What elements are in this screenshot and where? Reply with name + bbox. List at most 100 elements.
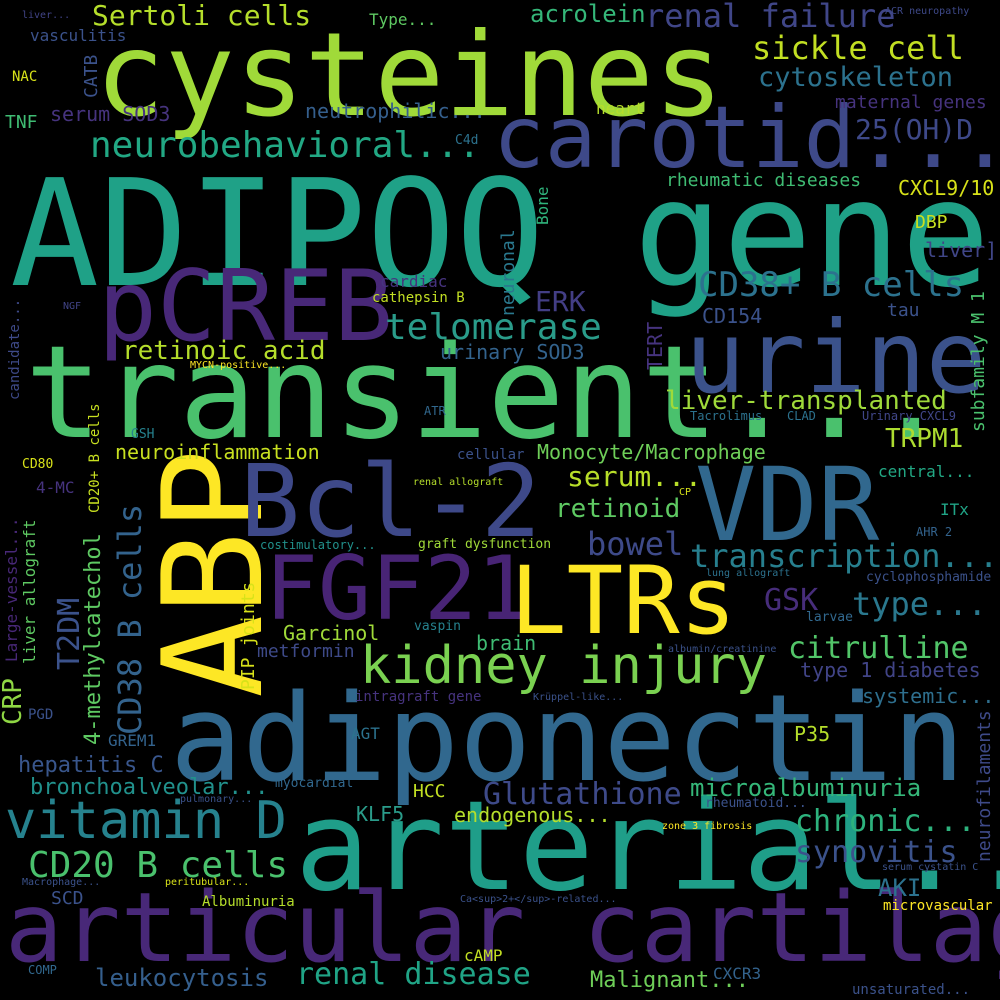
word-neurobehavioral: neurobehavioral...	[90, 125, 481, 166]
word-renal-disease: renal disease	[296, 957, 531, 992]
word-gsk: GSK	[764, 583, 819, 618]
word-costimulatory: costimulatory...	[260, 538, 376, 552]
word-cd20plus-b-cells: CD20+ B cells	[87, 403, 103, 513]
word-hcc: HCC	[413, 781, 446, 802]
word-neurofilaments: neurofilaments	[974, 710, 995, 862]
word-vdr: VDR	[695, 446, 880, 565]
word-ahr-2: AHR 2	[916, 525, 953, 539]
word-vaspin: vaspin	[414, 619, 461, 634]
word-synovitis: synovitis	[795, 835, 958, 870]
word-pgd: PGD	[28, 707, 54, 723]
word-cd38plus-b-cells: CD38+ B cells	[698, 265, 965, 305]
word-catb: CATB	[81, 54, 102, 98]
word-cathepsin-b: cathepsin B	[372, 290, 465, 306]
word-type-1-diabetes: type 1 diabetes	[800, 658, 981, 682]
word-retinoid: retinoid	[555, 494, 681, 524]
word-garcinol: Garcinol	[283, 621, 380, 645]
word-chronic: chronic...	[795, 804, 976, 839]
word-candidate: candidate...	[7, 298, 23, 400]
word-ltrs: LTRs	[510, 547, 737, 656]
word-aki: AKI	[878, 874, 922, 902]
word-peritubular: peritubular...	[165, 877, 250, 888]
word-fgf21: FGF21	[265, 537, 530, 640]
word-larvae: larvae	[806, 610, 853, 625]
word-type: type...	[852, 585, 987, 623]
word-cp: CP	[679, 487, 692, 498]
word-c4d: C4d	[455, 133, 479, 148]
word-vitamin-d: vitamin D	[5, 791, 287, 851]
word-lung-allograft: lung allograft	[706, 568, 791, 579]
word-urinary-sod3: urinary SOD3	[440, 340, 585, 364]
word-carotid: carotid...	[493, 88, 1000, 188]
word-cd154: CD154	[702, 304, 763, 328]
word-p35: P35	[794, 722, 831, 746]
word-malignant: Malignant...	[590, 968, 749, 993]
word-rheumatic-diseases: rheumatic diseases	[666, 170, 862, 191]
word-bcl-2: Bcl-2	[240, 443, 542, 560]
word-heart: heart	[596, 99, 645, 118]
word-dbp: DBP	[915, 212, 948, 233]
word-cd20-b-cells: CD20 B cells	[28, 845, 289, 886]
word-klf5: KLF5	[356, 802, 405, 826]
word-bone: Bone	[533, 186, 552, 225]
word-4-methylcatechol: 4-methylcatechol	[81, 533, 106, 745]
word-serum: serum...	[567, 460, 702, 493]
word-macrophage: Macrophage...	[22, 877, 101, 888]
word-sickle-cell: sickle cell	[752, 29, 964, 67]
word-kidney-injury: kidney injury	[360, 636, 767, 696]
word-cd80: CD80	[22, 457, 54, 472]
word-liver-bracket: liver]	[925, 238, 998, 262]
word-metformin: metformin	[257, 641, 355, 662]
word-adipoq-gene: ADIPOQ gene	[10, 148, 991, 320]
word-systemic: systemic...	[862, 684, 995, 708]
word-albuminuria: Albuminuria	[202, 894, 295, 910]
word-25ohd: 25(OH)D	[855, 113, 974, 146]
word-nac: NAC	[12, 69, 38, 85]
word-transcription: transcription...	[690, 537, 999, 575]
word-crp: CRP	[0, 678, 28, 725]
word-liver-transplanted: liver-transplanted	[665, 386, 947, 416]
word-telomerase: telomerase	[385, 307, 602, 348]
word-liver-small: liver...	[22, 10, 71, 21]
word-kruppel-like: Krüppel-like...	[533, 692, 624, 703]
word-ca2-related: Ca<sup>2+</sup>-related...	[460, 894, 617, 905]
word-type-title: Type...	[369, 10, 437, 29]
word-vasculitis: vasculitis	[30, 26, 127, 45]
word-retinoic-acid: retinoic acid	[122, 336, 326, 366]
word-erk: ERK	[535, 285, 586, 318]
word-serum-cystatin-c: serum cystatin C	[882, 862, 979, 873]
word-pulmonary: pulmonary...	[180, 794, 253, 805]
word-pip-joints: PIP joints	[238, 581, 259, 690]
word-atr: ATR	[424, 404, 446, 418]
word-liver-allograft: liver allograft	[20, 519, 39, 665]
word-arterial: arterial...	[295, 775, 1000, 919]
word-renal-failure: renal failure	[645, 0, 896, 35]
word-endogenous: endogenous...	[454, 803, 611, 827]
word-microalbuminuria: microalbuminuria	[690, 774, 922, 802]
word-albumin-creatinine: albumin/creatinine	[668, 644, 777, 655]
word-leukocytosis: leukocytosis	[95, 964, 269, 992]
word-graft-dysfunction: graft dysfunction	[418, 537, 552, 552]
word-ngf: NGF	[63, 301, 82, 312]
word-agt: AGT	[351, 724, 380, 743]
word-cxcr3: CXCR3	[713, 964, 762, 983]
word-grem1: GREM1	[108, 731, 157, 750]
word-adiponectin: adiponectin	[170, 670, 965, 809]
word-cellular: cellular	[457, 447, 525, 463]
word-large-vessel: Large-vessel...	[2, 517, 21, 663]
word-camp: cAMP	[464, 946, 503, 965]
word-microvascular: microvascular	[883, 898, 993, 914]
word-mycn-positive: MYCN-positive...	[190, 360, 287, 371]
word-gsh: GSH	[131, 427, 155, 442]
word-serum-sod3: serum SOD3	[50, 102, 171, 126]
word-cd38-b-cells: CD38 B cells	[111, 503, 149, 735]
word-neuronal: neuronal	[498, 229, 519, 316]
word-brain: brain	[476, 631, 537, 655]
word-cytoskeleton: cytoskeleton	[758, 62, 954, 93]
word-sertoli-cells: Sertoli cells	[92, 0, 312, 32]
word-tau: tau	[887, 300, 920, 321]
word-articular-cartilage: articular cartilage	[5, 872, 1000, 984]
word-bronchoalveolar: bronchoalveolar...	[30, 775, 269, 800]
word-renal-allograft: renal allograft	[413, 477, 504, 488]
